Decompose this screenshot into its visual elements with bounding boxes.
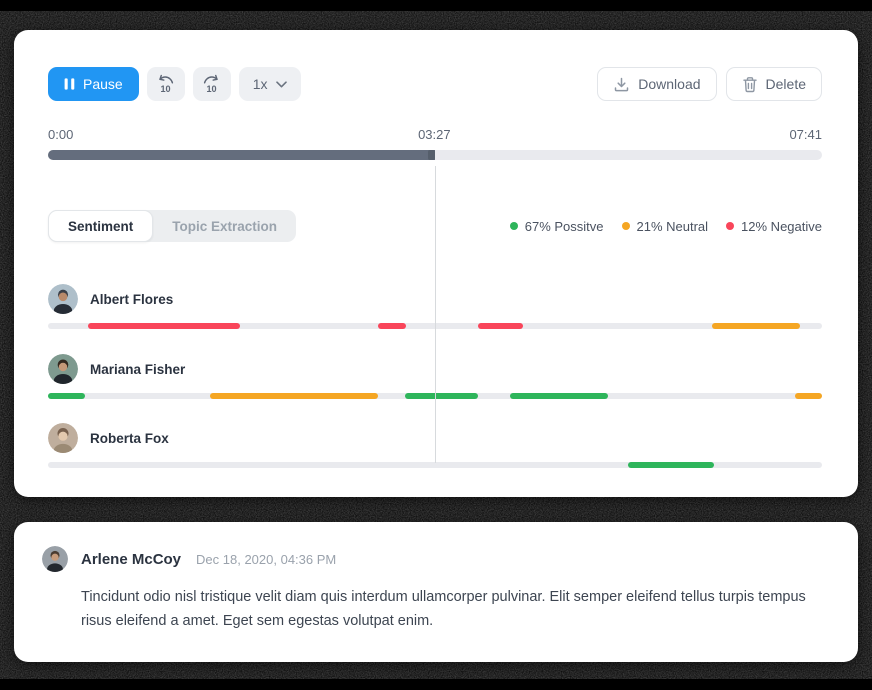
legend-item-positive: 67% Possitve [509, 218, 604, 234]
top-black-strip [0, 0, 872, 11]
sentiment-segment [510, 393, 609, 399]
sentiment-track [48, 462, 822, 468]
delete-button-label: Delete [765, 76, 806, 92]
speaker-name: Albert Flores [90, 291, 174, 307]
timeline-end-time: 07:41 [789, 127, 822, 142]
speaker-head: Mariana Fisher [48, 354, 822, 384]
pause-button[interactable]: Pause [48, 67, 139, 101]
sentiment-segment [88, 323, 240, 329]
transcript-text: Tincidunt odio nisl tristique velit diam… [81, 589, 806, 629]
pause-icon [64, 78, 75, 90]
avatar [48, 423, 78, 453]
bottom-black-strip [0, 679, 872, 690]
legend-item-neutral: 21% Neutral [621, 218, 709, 234]
legend-label-negative: 12% Negative [741, 218, 822, 234]
sentiment-segment [209, 393, 378, 399]
transcript-timestamp: Dec 18, 2020, 04:36 PM [196, 551, 337, 567]
download-button[interactable]: Download [597, 67, 717, 101]
tab-topic-extraction[interactable]: Topic Extraction [153, 210, 296, 242]
player-toolbar: Pause 10 10 1x [48, 67, 822, 101]
tab-group: Sentiment Topic Extraction [48, 210, 297, 242]
negative-dot-icon [726, 222, 735, 230]
avatar [48, 284, 78, 314]
playback-controls: Pause 10 10 1x [48, 67, 301, 101]
chevron-down-icon [275, 80, 287, 87]
pause-button-label: Pause [83, 76, 123, 92]
playback-speed-button[interactable]: 1x [238, 67, 301, 101]
sentiment-legend: 67% Possitve 21% Neutral 12% Negative [509, 218, 822, 234]
transcript-head: Arlene McCoy Dec 18, 2020, 04:36 PM [42, 546, 822, 572]
avatar [48, 354, 78, 384]
sentiment-segment [794, 393, 822, 399]
neutral-dot-icon [621, 222, 630, 230]
legend-item-negative: 12% Negative [726, 219, 822, 234]
speaker-row: Roberta Fox [48, 423, 822, 468]
transcript-speaker-name: Arlene McCoy [81, 550, 182, 568]
delete-button[interactable]: Delete [725, 67, 822, 101]
skip-forward-10-button[interactable]: 10 [192, 67, 231, 101]
sentiment-segment [404, 393, 478, 399]
avatar [42, 546, 68, 572]
trash-icon [742, 76, 757, 92]
timeline-current-time: 03:27 [418, 127, 451, 142]
sentiment-segment [478, 323, 524, 329]
speaker-head: Roberta Fox [48, 423, 822, 453]
sentiment-segment [377, 323, 407, 329]
speaker-head: Albert Flores [48, 284, 822, 314]
playhead-line[interactable] [435, 166, 436, 463]
legend-label-positive: 67% Possitve [524, 218, 604, 234]
analysis-header: Sentiment Topic Extraction 67% Possitve … [48, 210, 822, 242]
speaker-name: Roberta Fox [90, 430, 169, 446]
transcript-card: Arlene McCoy Dec 18, 2020, 04:36 PM Tinc… [14, 522, 858, 662]
sentiment-segment [627, 462, 714, 468]
download-button-label: Download [638, 76, 701, 92]
skip-back-10-icon: 10 [159, 74, 174, 94]
progress-fill [48, 150, 435, 160]
tab-sentiment[interactable]: Sentiment [48, 210, 154, 242]
svg-text:10: 10 [207, 84, 217, 94]
speaker-name: Mariana Fisher [90, 361, 186, 377]
positive-dot-icon [509, 222, 518, 230]
skip-back-10-button[interactable]: 10 [146, 67, 185, 101]
download-icon [615, 77, 629, 91]
skip-forward-10-icon: 10 [204, 74, 218, 94]
timeline-start-time: 0:00 [48, 127, 74, 142]
file-actions: Download Delete [597, 67, 822, 101]
legend-label-neutral: 21% Neutral [636, 218, 709, 234]
player-card: Pause 10 10 1x [14, 30, 858, 497]
progress-bar[interactable] [48, 150, 822, 160]
playback-speed-label: 1x [252, 76, 268, 92]
svg-text:10: 10 [161, 84, 171, 94]
sentiment-segment [712, 323, 801, 329]
sentiment-segment [48, 393, 86, 399]
timeline-labels: 0:00 03:27 07:41 [48, 127, 822, 142]
